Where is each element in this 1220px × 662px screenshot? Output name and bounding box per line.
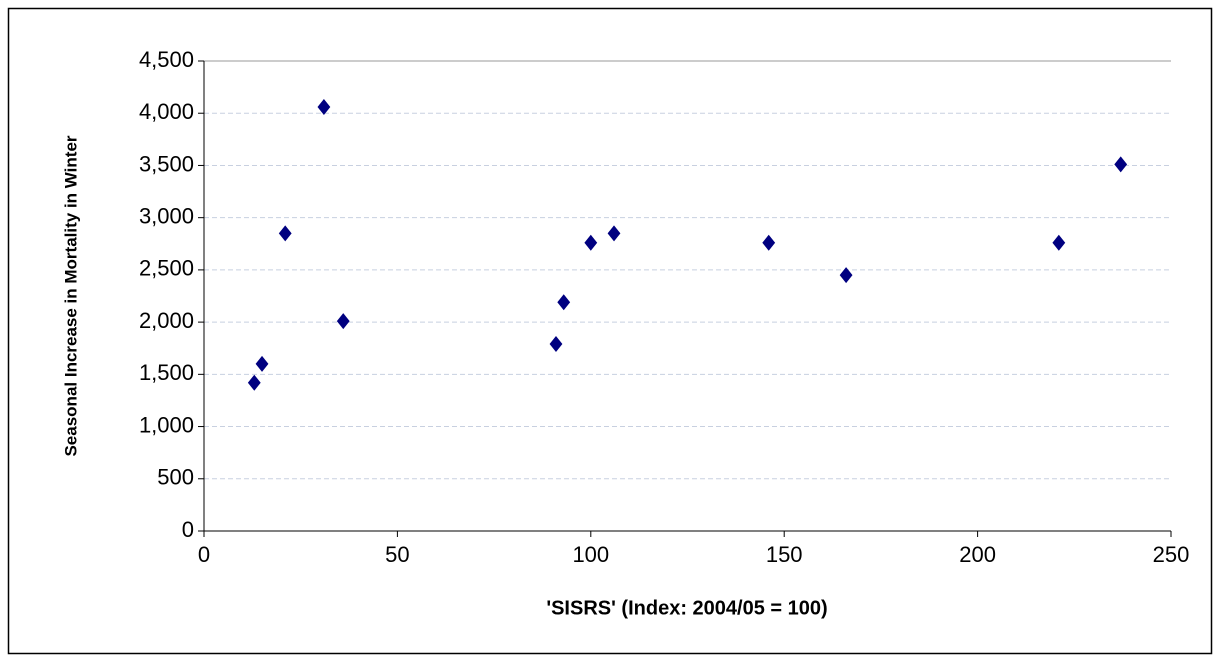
y-tick-label: 3,000 xyxy=(139,203,194,228)
point xyxy=(247,374,261,391)
point xyxy=(584,234,598,251)
point xyxy=(255,355,269,372)
x-tick-label: 100 xyxy=(572,542,609,567)
point xyxy=(1114,156,1128,173)
x-tick-label: 250 xyxy=(1153,542,1190,567)
point xyxy=(557,294,571,311)
y-tick-label: 2,000 xyxy=(139,308,194,333)
point xyxy=(549,336,563,353)
point xyxy=(762,234,776,251)
point xyxy=(317,98,331,115)
point xyxy=(607,225,621,242)
y-tick-label: 1,000 xyxy=(139,412,194,437)
y-axis-title: Seasonal Increase in Mortality in Winter xyxy=(61,135,80,456)
x-tick-label: 0 xyxy=(198,542,210,567)
x-axis-title: 'SISRS' (Index: 2004/05 = 100) xyxy=(546,597,827,619)
y-tick-label: 500 xyxy=(157,465,194,490)
x-tick-label: 200 xyxy=(959,542,996,567)
point xyxy=(278,225,292,242)
y-tick-label: 2,500 xyxy=(139,256,194,281)
point xyxy=(1052,234,1066,251)
chart-frame xyxy=(7,7,1213,655)
y-tick-label: 3,500 xyxy=(139,151,194,176)
point xyxy=(336,313,350,330)
y-tick-label: 4,500 xyxy=(139,47,194,72)
y-tick-label: 1,500 xyxy=(139,360,194,385)
x-tick-label: 50 xyxy=(385,542,409,567)
point xyxy=(839,267,853,284)
y-tick-label: 0 xyxy=(182,517,194,542)
y-tick-label: 4,000 xyxy=(139,99,194,124)
x-tick-label: 150 xyxy=(766,542,803,567)
